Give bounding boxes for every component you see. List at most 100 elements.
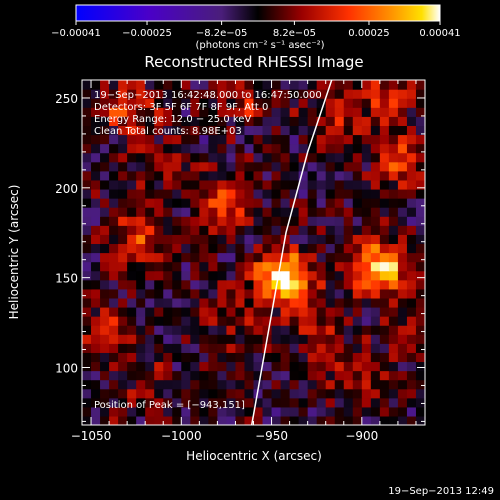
heatmap-cell [82,125,92,136]
heatmap-cell [397,152,408,163]
heatmap-cell [244,270,255,281]
heatmap-cell [343,252,354,263]
heatmap-cell [379,179,390,190]
heatmap-cell [253,361,264,372]
heatmap-cell [253,107,264,117]
heatmap-cell [208,406,218,417]
heatmap-cell [271,388,282,399]
heatmap-cell [280,361,291,372]
heatmap-cell [199,279,209,290]
heatmap-cell [163,125,173,136]
heatmap-cell [316,152,327,163]
heatmap-cell [100,216,110,226]
heatmap-cell [199,198,209,208]
heatmap-cell [100,325,110,335]
heatmap-cell [361,316,372,326]
heatmap-cell [154,361,164,372]
heatmap-cell [235,288,246,299]
heatmap-cell [298,288,309,299]
heatmap-cell [91,125,101,136]
heatmap-cell [136,325,146,335]
heatmap-cell [118,316,128,326]
heatmap-cell [388,270,399,281]
heatmap-cell [181,225,191,235]
heatmap-cell [262,243,273,254]
heatmap-cell [181,143,191,154]
heatmap-cell [289,361,300,372]
heatmap-cell [163,198,173,208]
heatmap-cell [307,234,318,245]
heatmap-cell [307,125,318,136]
heatmap-cell [370,361,381,372]
heatmap-cell [406,107,417,117]
heatmap-cell [325,306,336,317]
heatmap-cell [163,397,173,408]
annotation-detectors: Detectors: 3F 5F 6F 7F 8F 9F, Att 0 [94,102,268,113]
heatmap-cell [91,179,101,190]
heatmap-cell [406,170,417,181]
heatmap-cell [91,297,101,308]
heatmap-cell [388,370,399,381]
heatmap-cell [334,288,345,299]
heatmap-cell [415,89,425,99]
heatmap-cell [172,306,182,317]
heatmap-cell [262,198,273,208]
heatmap-cell [154,316,164,326]
heatmap-cell [136,125,146,136]
heatmap-cell [136,243,146,254]
heatmap-cell [298,198,309,208]
heatmap-cell [91,207,101,217]
heatmap-cell [361,234,372,245]
heatmap-cell [208,216,218,226]
heatmap-cell [154,334,164,344]
heatmap-cell [253,89,264,99]
heatmap-cell [307,216,318,226]
heatmap-cell [82,107,92,117]
heatmap-cell [298,297,309,308]
heatmap-cell [127,134,137,145]
heatmap-cell [154,288,164,299]
heatmap-cell [325,198,336,208]
heatmap-cell [163,379,173,390]
heatmap-cell [253,297,264,308]
heatmap-cell [199,397,209,408]
heatmap-cell [163,270,173,281]
heatmap-cell [289,116,300,126]
heatmap-cell [361,225,372,235]
heatmap-cell [82,352,92,363]
heatmap-cell [181,379,191,390]
heatmap-cell [352,270,363,281]
heatmap-cell [361,243,372,254]
heatmap-cell [163,225,173,235]
heatmap-cell [415,98,425,108]
heatmap-cell [298,207,309,217]
heatmap-cell [370,316,381,326]
heatmap-cell [91,316,101,326]
heatmap-cell [154,80,164,90]
heatmap-cell [271,252,282,263]
heatmap-cell [145,125,155,136]
heatmap-cell [181,352,191,363]
heatmap-cell [388,89,399,99]
heatmap-cell [271,415,282,425]
heatmap-cell [316,261,327,272]
heatmap-cell [235,415,246,425]
heatmap-cell [343,161,354,172]
heatmap-cell [343,134,354,145]
heatmap-cell [325,225,336,235]
heatmap-cell [91,198,101,208]
heatmap-cell [199,261,209,272]
heatmap-cell [154,198,164,208]
heatmap-cell [154,152,164,163]
heatmap-cell [370,152,381,163]
heatmap-cell [316,361,327,372]
heatmap-cell [334,107,345,117]
heatmap-cell [208,397,218,408]
heatmap-cell [226,297,237,308]
heatmap-cell [154,352,164,363]
heatmap-cell [253,270,264,281]
heatmap-cell [388,361,399,372]
heatmap-cell [109,207,119,217]
heatmap-cell [406,89,417,99]
heatmap-cell [217,352,228,363]
